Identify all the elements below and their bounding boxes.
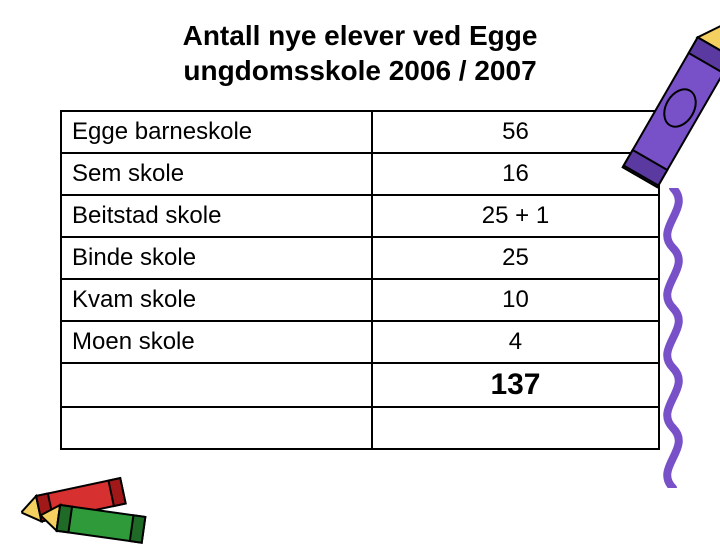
table-total-row: 137 bbox=[61, 363, 659, 407]
table-row: Sem skole 16 bbox=[61, 153, 659, 195]
table-container: Egge barneskole 56 Sem skole 16 Beitstad… bbox=[60, 110, 660, 450]
table-row: Binde skole 25 bbox=[61, 237, 659, 279]
count-cell: 25 + 1 bbox=[372, 195, 659, 237]
total-cell: 137 bbox=[372, 363, 659, 407]
squiggle-icon bbox=[648, 188, 698, 493]
school-cell: Sem skole bbox=[61, 153, 372, 195]
table-empty-row bbox=[61, 407, 659, 449]
table-row: Egge barneskole 56 bbox=[61, 111, 659, 153]
page-title: Antall nye elever ved Egge ungdomsskole … bbox=[0, 18, 720, 88]
empty-cell bbox=[61, 407, 372, 449]
count-cell: 56 bbox=[372, 111, 659, 153]
count-cell: 4 bbox=[372, 321, 659, 363]
empty-cell bbox=[61, 363, 372, 407]
students-table: Egge barneskole 56 Sem skole 16 Beitstad… bbox=[60, 110, 660, 450]
school-cell: Kvam skole bbox=[61, 279, 372, 321]
table-row: Kvam skole 10 bbox=[61, 279, 659, 321]
table-row: Moen skole 4 bbox=[61, 321, 659, 363]
school-cell: Egge barneskole bbox=[61, 111, 372, 153]
count-cell: 10 bbox=[372, 279, 659, 321]
table-row: Beitstad skole 25 + 1 bbox=[61, 195, 659, 237]
school-cell: Beitstad skole bbox=[61, 195, 372, 237]
crayon-green-icon bbox=[38, 499, 152, 548]
title-line-2: ungdomsskole 2006 / 2007 bbox=[183, 55, 536, 86]
title-line-1: Antall nye elever ved Egge bbox=[183, 20, 538, 51]
school-cell: Binde skole bbox=[61, 237, 372, 279]
empty-cell bbox=[372, 407, 659, 449]
school-cell: Moen skole bbox=[61, 321, 372, 363]
count-cell: 25 bbox=[372, 237, 659, 279]
